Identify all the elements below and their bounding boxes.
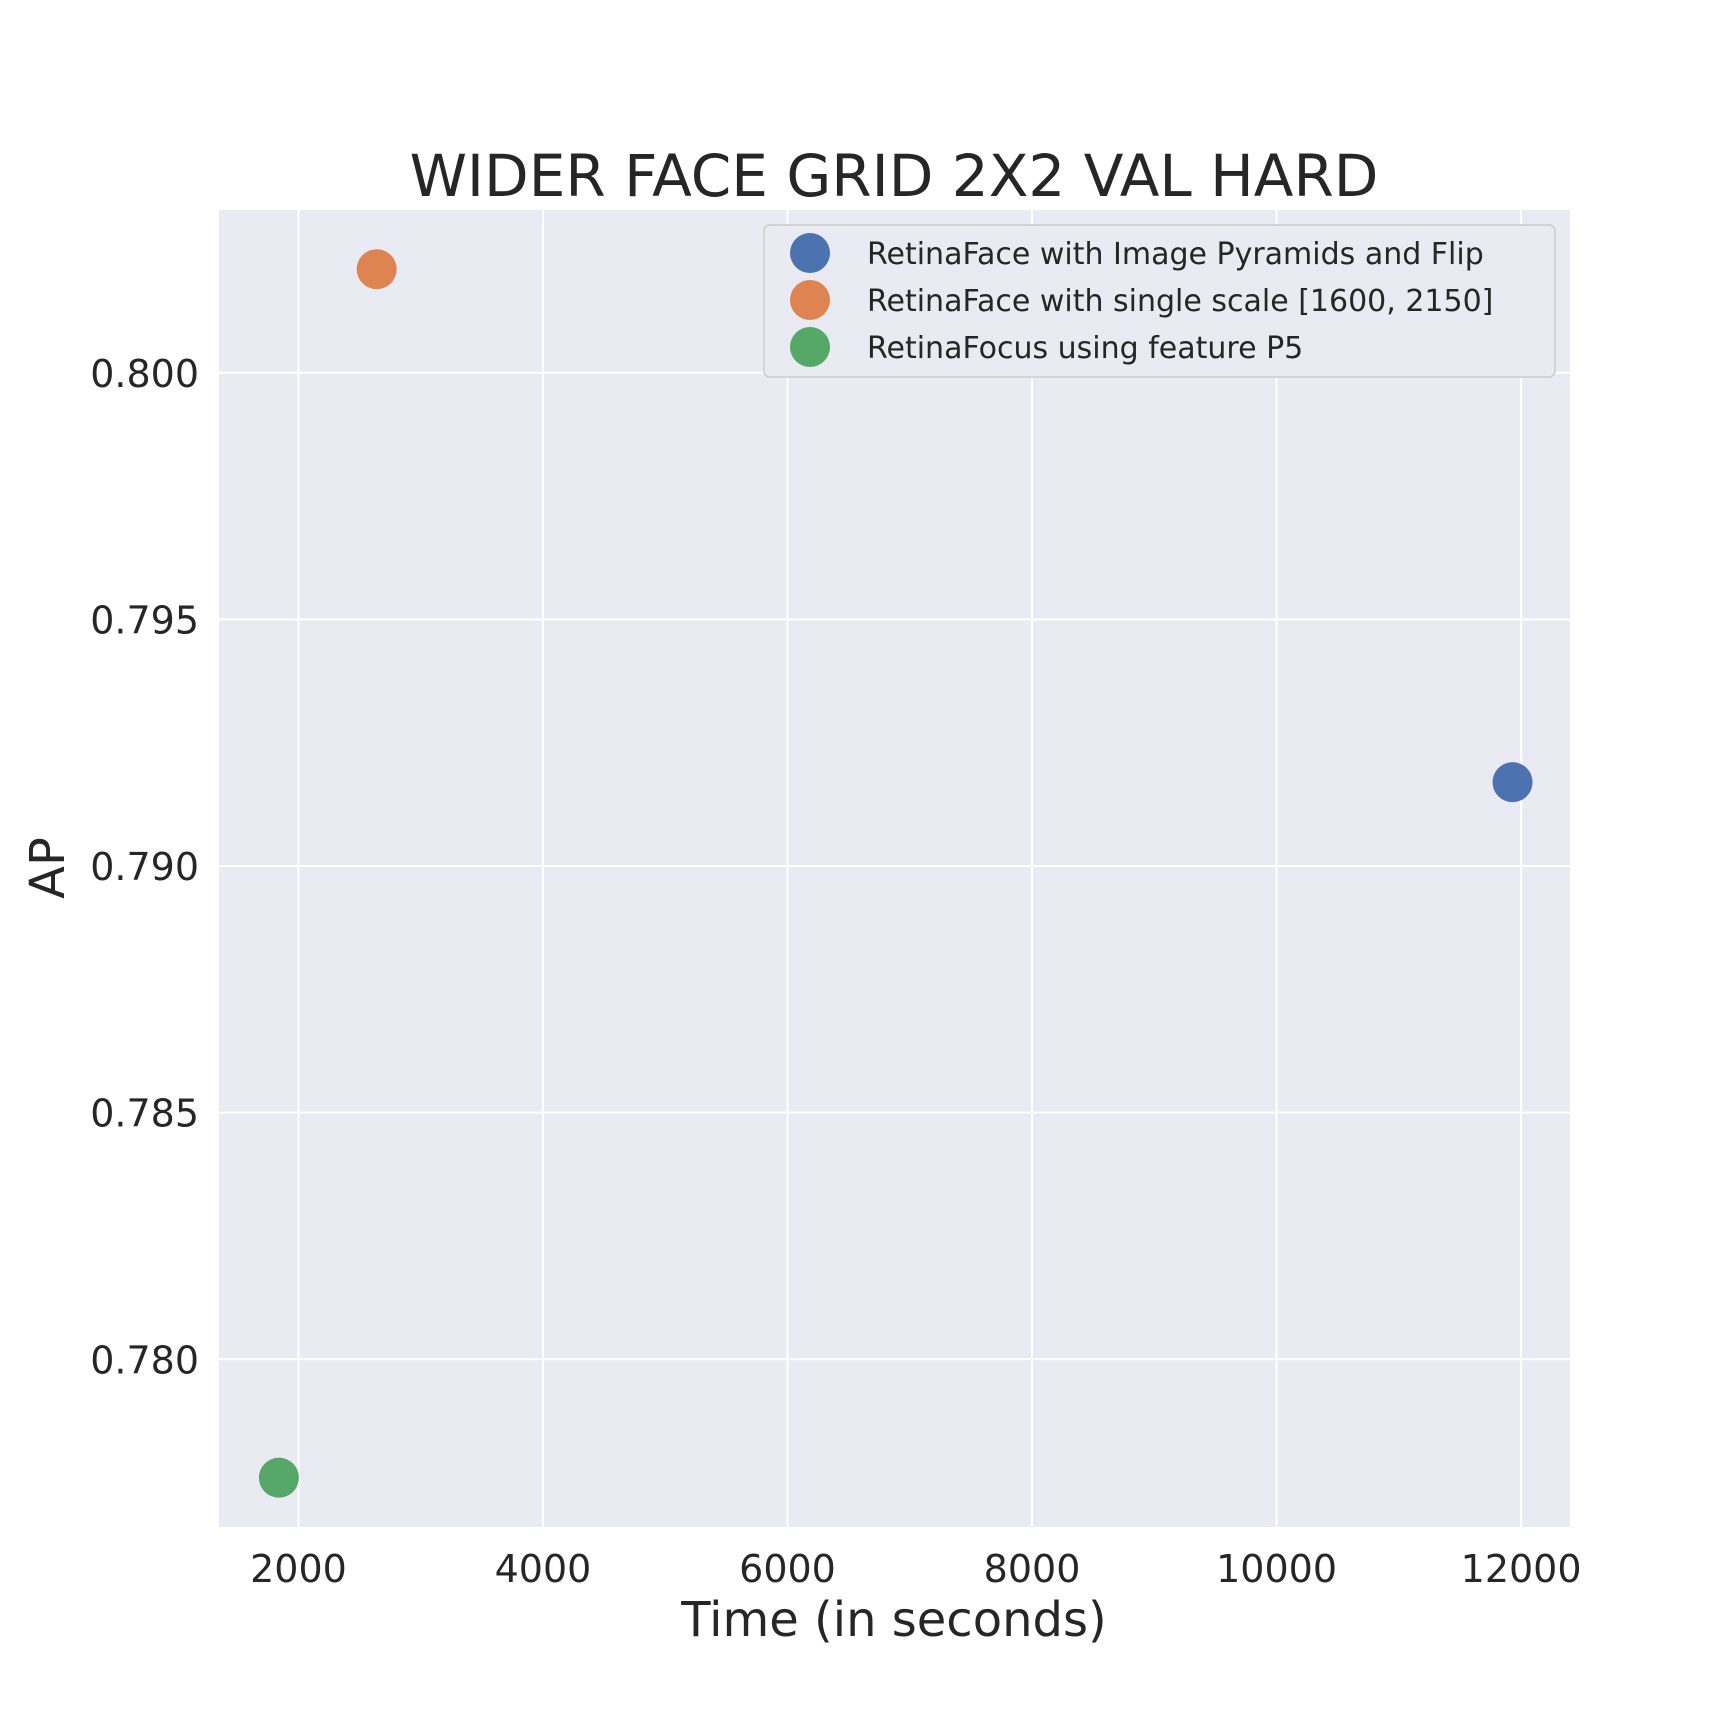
data-point: [258, 1457, 299, 1498]
y-tick-labels: 0.780 0.785 0.790 0.795 0.800: [90, 352, 199, 1383]
y-axis-label: AP: [20, 837, 76, 899]
data-point: [356, 249, 397, 290]
data-point: [1492, 762, 1533, 803]
y-tick-label: 0.780: [90, 1338, 199, 1382]
plot-area: [219, 210, 1570, 1527]
chart-title: WIDER FACE GRID 2X2 VAL HARD: [410, 142, 1379, 210]
x-tick-labels: 2000 4000 6000 8000 10000 12000: [250, 1547, 1581, 1591]
data-points: [258, 249, 1533, 1498]
legend-marker: [790, 233, 830, 273]
x-tick-label: 6000: [739, 1547, 836, 1591]
x-axis-label: Time (in seconds): [680, 1592, 1106, 1648]
legend-label: RetinaFocus using feature P5: [867, 331, 1303, 366]
x-tick-label: 10000: [1216, 1547, 1337, 1591]
y-tick-label: 0.790: [90, 845, 199, 889]
y-tick-label: 0.800: [90, 352, 199, 396]
x-tick-label: 4000: [495, 1547, 592, 1591]
y-tick-label: 0.795: [90, 598, 199, 642]
x-tick-label: 8000: [984, 1547, 1081, 1591]
x-gridlines: [297, 210, 1523, 1527]
legend-box: [763, 224, 1556, 378]
x-tick-label: 12000: [1461, 1547, 1582, 1591]
y-tick-label: 0.785: [90, 1092, 199, 1136]
legend-label: RetinaFace with single scale [1600, 2150…: [867, 284, 1493, 319]
legend-marker: [790, 280, 830, 320]
legend-marker: [790, 327, 830, 367]
legend: RetinaFace with Image Pyramids and Flip R…: [763, 224, 1556, 378]
legend-label: RetinaFace with Image Pyramids and Flip: [867, 237, 1484, 272]
x-tick-label: 2000: [250, 1547, 347, 1591]
